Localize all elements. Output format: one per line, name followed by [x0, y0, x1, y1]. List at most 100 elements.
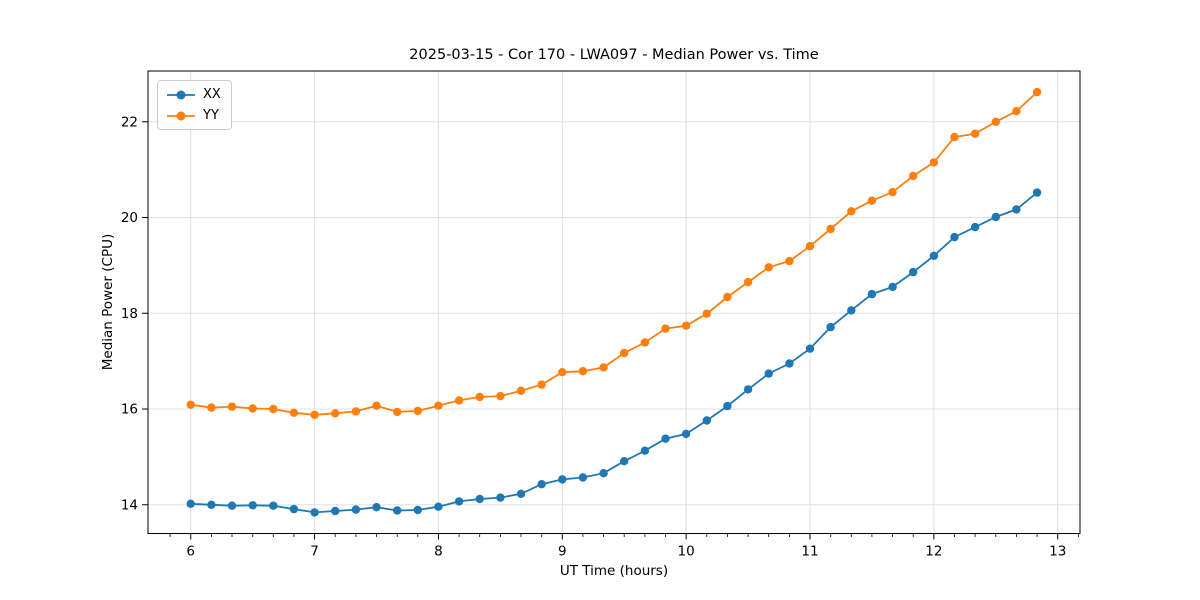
series-xx-marker — [970, 222, 980, 232]
legend-label-xx: XX — [203, 87, 221, 102]
x-tick-label-12: 12 — [925, 544, 942, 560]
series-yy-marker — [743, 277, 753, 287]
x-tick-label-10: 10 — [678, 544, 695, 560]
series-xx-marker — [186, 499, 195, 508]
y-tick-label-14: 14 — [121, 497, 138, 513]
x-axis-label: UT Time (hours) — [559, 563, 669, 579]
series-yy-line — [190, 91, 1038, 416]
series-xx-marker — [413, 505, 422, 515]
legend-line-marker-icon — [167, 111, 195, 120]
series-yy-marker — [207, 403, 216, 412]
series-xx-marker — [331, 506, 340, 516]
series-xx-marker — [929, 251, 939, 260]
series-xx-marker — [434, 502, 443, 511]
series-yy-marker — [331, 409, 340, 418]
series-xx-marker — [269, 501, 278, 510]
series-xx-marker — [723, 401, 732, 411]
x-tick-label-8: 8 — [434, 544, 443, 560]
series-xx-marker — [207, 500, 216, 509]
series-xx-marker — [537, 480, 546, 489]
series-yy-marker — [227, 402, 237, 411]
series-xx-marker — [909, 267, 918, 277]
axes-spines — [147, 70, 1081, 534]
series-yy-marker — [950, 132, 959, 142]
series-xx-marker — [454, 497, 464, 506]
series-yy-marker — [393, 407, 402, 417]
y-tick-label-16: 16 — [121, 402, 138, 418]
series-xx-marker — [372, 503, 381, 512]
legend: XX YY — [157, 80, 232, 130]
series-yy-marker — [888, 187, 897, 197]
series-yy-marker — [1012, 107, 1021, 116]
legend-entry-yy: YY — [166, 107, 221, 124]
y-tick-label-22: 22 — [121, 114, 138, 130]
series-xx-marker — [516, 489, 526, 498]
chart-title: 2025-03-15 - Cor 170 - LWA097 - Median P… — [409, 47, 819, 63]
series-xx-marker — [578, 473, 588, 482]
x-tick-label-11: 11 — [801, 544, 818, 560]
series-xx-marker — [393, 506, 402, 515]
series-yy-marker — [269, 404, 278, 414]
series-xx-marker — [248, 501, 257, 510]
y-tick-label-18: 18 — [121, 306, 138, 322]
series-xx-marker — [805, 344, 815, 353]
x-tick-label-13: 13 — [1049, 544, 1066, 560]
series-xx-marker — [764, 369, 773, 378]
series-yy-marker — [434, 401, 443, 410]
series-xx-marker — [496, 493, 505, 502]
series-yy-marker — [640, 338, 650, 347]
legend-entry-xx: XX — [166, 86, 221, 103]
series-yy-marker — [826, 224, 835, 234]
series-xx-marker — [1032, 188, 1042, 197]
x-tick-label-7: 7 — [310, 544, 319, 560]
series-yy-marker — [558, 368, 567, 377]
series-xx-marker — [1012, 205, 1021, 214]
legend-line-marker-icon — [167, 90, 195, 99]
series-yy-marker — [475, 392, 484, 402]
series-xx-marker — [991, 212, 1000, 222]
series-yy-marker — [599, 363, 608, 372]
series-xx-marker — [950, 232, 959, 242]
series-xx-marker — [640, 446, 650, 455]
series-yy-marker — [413, 406, 422, 416]
series-xx-marker — [310, 508, 319, 517]
series-xx-marker — [620, 457, 629, 466]
series-xx-marker — [888, 282, 897, 292]
series-yy-marker — [847, 207, 856, 216]
series-xx-marker — [558, 475, 567, 484]
legend-label-yy: YY — [203, 108, 219, 123]
series-yy-marker — [351, 407, 361, 416]
series-xx-marker — [661, 434, 670, 443]
series-yy-marker — [929, 158, 939, 167]
series-xx-marker — [227, 501, 237, 510]
series-xx-marker — [475, 494, 484, 504]
series-yy-marker — [785, 256, 794, 266]
series-yy-marker — [661, 324, 670, 333]
x-tick-label-9: 9 — [558, 544, 567, 560]
series-yy-marker — [909, 171, 918, 181]
series-yy-marker — [248, 404, 257, 413]
series-xx-marker — [351, 505, 361, 514]
series-xx-marker — [681, 429, 691, 439]
series-xx-marker — [289, 504, 299, 514]
series-xx-marker — [702, 416, 711, 425]
series-yy-marker — [372, 401, 381, 410]
series-yy-marker — [867, 196, 877, 205]
series-yy-marker — [1032, 87, 1042, 97]
series-yy-marker — [516, 386, 526, 395]
series-yy-marker — [537, 380, 546, 389]
series-yy-marker — [970, 129, 980, 138]
series-yy-marker — [805, 242, 815, 251]
series-xx-marker — [847, 306, 856, 315]
series-xx-marker — [785, 359, 794, 368]
series-yy-marker — [310, 410, 319, 419]
series-xx-marker — [599, 469, 608, 478]
series-xx-line — [190, 191, 1038, 514]
series-yy-marker — [620, 348, 629, 358]
series-yy-marker — [681, 321, 691, 330]
series-yy-marker — [764, 263, 773, 272]
series-yy-marker — [991, 117, 1000, 127]
series-yy-marker — [702, 309, 711, 318]
series-yy-marker — [578, 367, 588, 376]
